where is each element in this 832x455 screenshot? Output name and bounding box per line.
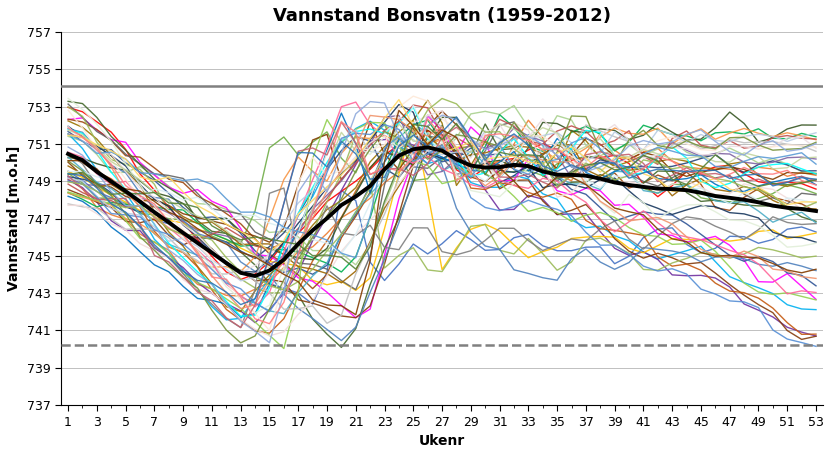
- Title: Vannstand Bonsvatn (1959-2012): Vannstand Bonsvatn (1959-2012): [273, 7, 611, 25]
- Y-axis label: Vannstand [m.o.h]: Vannstand [m.o.h]: [7, 146, 21, 291]
- X-axis label: Ukenr: Ukenr: [419, 434, 465, 448]
